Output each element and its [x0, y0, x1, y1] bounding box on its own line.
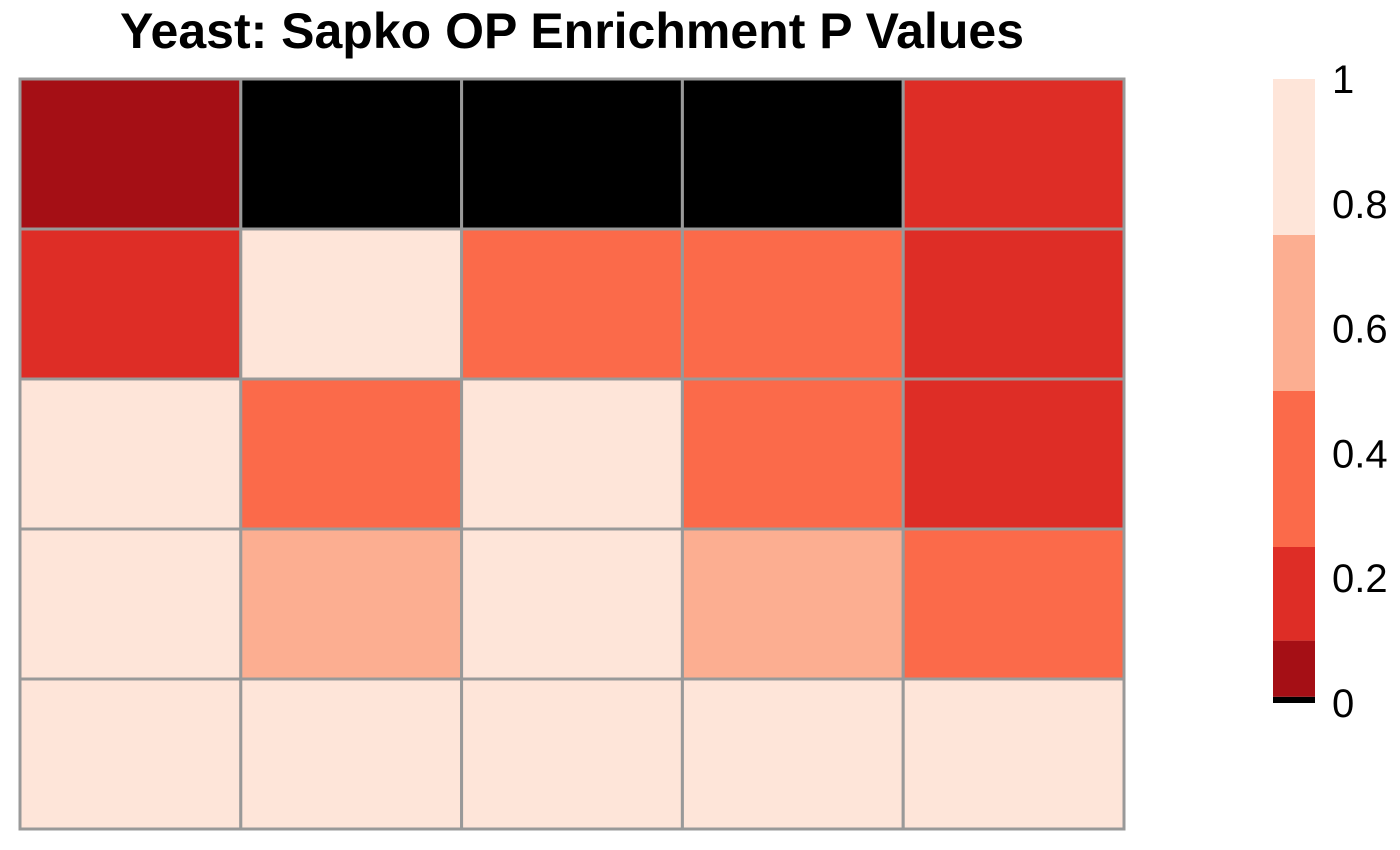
color-legend: 0 0.2 0.4 0.6 0.8 1 — [1273, 58, 1388, 726]
heatmap-cell-r2-c3 — [460, 227, 684, 381]
heatmap-cell-r2-c5 — [901, 227, 1126, 381]
heatmap-grid — [18, 77, 1126, 831]
heatmap-cell-r4-c1 — [18, 527, 243, 681]
heatmap-cell-r1-c4 — [680, 77, 905, 231]
legend-color-segment-6 — [1273, 79, 1315, 235]
legend-tick-label: 0.8 — [1332, 183, 1388, 227]
chart-title: Yeast: Sapko OP Enrichment P Values — [120, 3, 1024, 59]
legend-color-segment-1 — [1273, 696, 1315, 703]
legend-tick-label: 0.2 — [1332, 557, 1388, 601]
heatmap-cell-r3-c5 — [901, 377, 1126, 531]
heatmap-cell-r3-c2 — [239, 377, 464, 531]
heatmap-cell-r3-c1 — [18, 377, 243, 531]
heatmap-cell-r5-c3 — [460, 677, 684, 831]
heatmap-cell-r4-c5 — [901, 527, 1126, 681]
heatmap-cell-r2-c2 — [239, 227, 464, 381]
heatmap-cell-r4-c4 — [680, 527, 905, 681]
heatmap-cell-r5-c2 — [239, 677, 464, 831]
heatmap-cell-r5-c4 — [680, 677, 905, 831]
heatmap-cell-r2-c1 — [18, 227, 243, 381]
legend-tick-label: 0 — [1332, 682, 1354, 726]
heatmap-cell-r3-c4 — [680, 377, 905, 531]
heatmap-cell-r3-c3 — [460, 377, 684, 531]
legend-color-segment-5 — [1273, 235, 1315, 391]
heatmap-cell-r2-c4 — [680, 227, 905, 381]
heatmap-cell-r4-c3 — [460, 527, 684, 681]
legend-tick-label: 0.6 — [1332, 308, 1388, 352]
legend-color-segment-3 — [1273, 547, 1315, 641]
legend-color-segment-2 — [1273, 640, 1315, 697]
heatmap-cell-r1-c1 — [18, 77, 243, 231]
heatmap-cell-r1-c2 — [239, 77, 464, 231]
heatmap-cell-r1-c5 — [901, 77, 1126, 231]
heatmap-cell-r5-c1 — [18, 677, 243, 831]
legend-color-segment-4 — [1273, 391, 1315, 547]
heatmap-cell-r4-c2 — [239, 527, 464, 681]
legend-tick-label: 0.4 — [1332, 432, 1388, 476]
legend-tick-label: 1 — [1332, 58, 1354, 102]
heatmap-cell-r1-c3 — [460, 77, 684, 231]
heatmap-cell-r5-c5 — [901, 677, 1126, 831]
